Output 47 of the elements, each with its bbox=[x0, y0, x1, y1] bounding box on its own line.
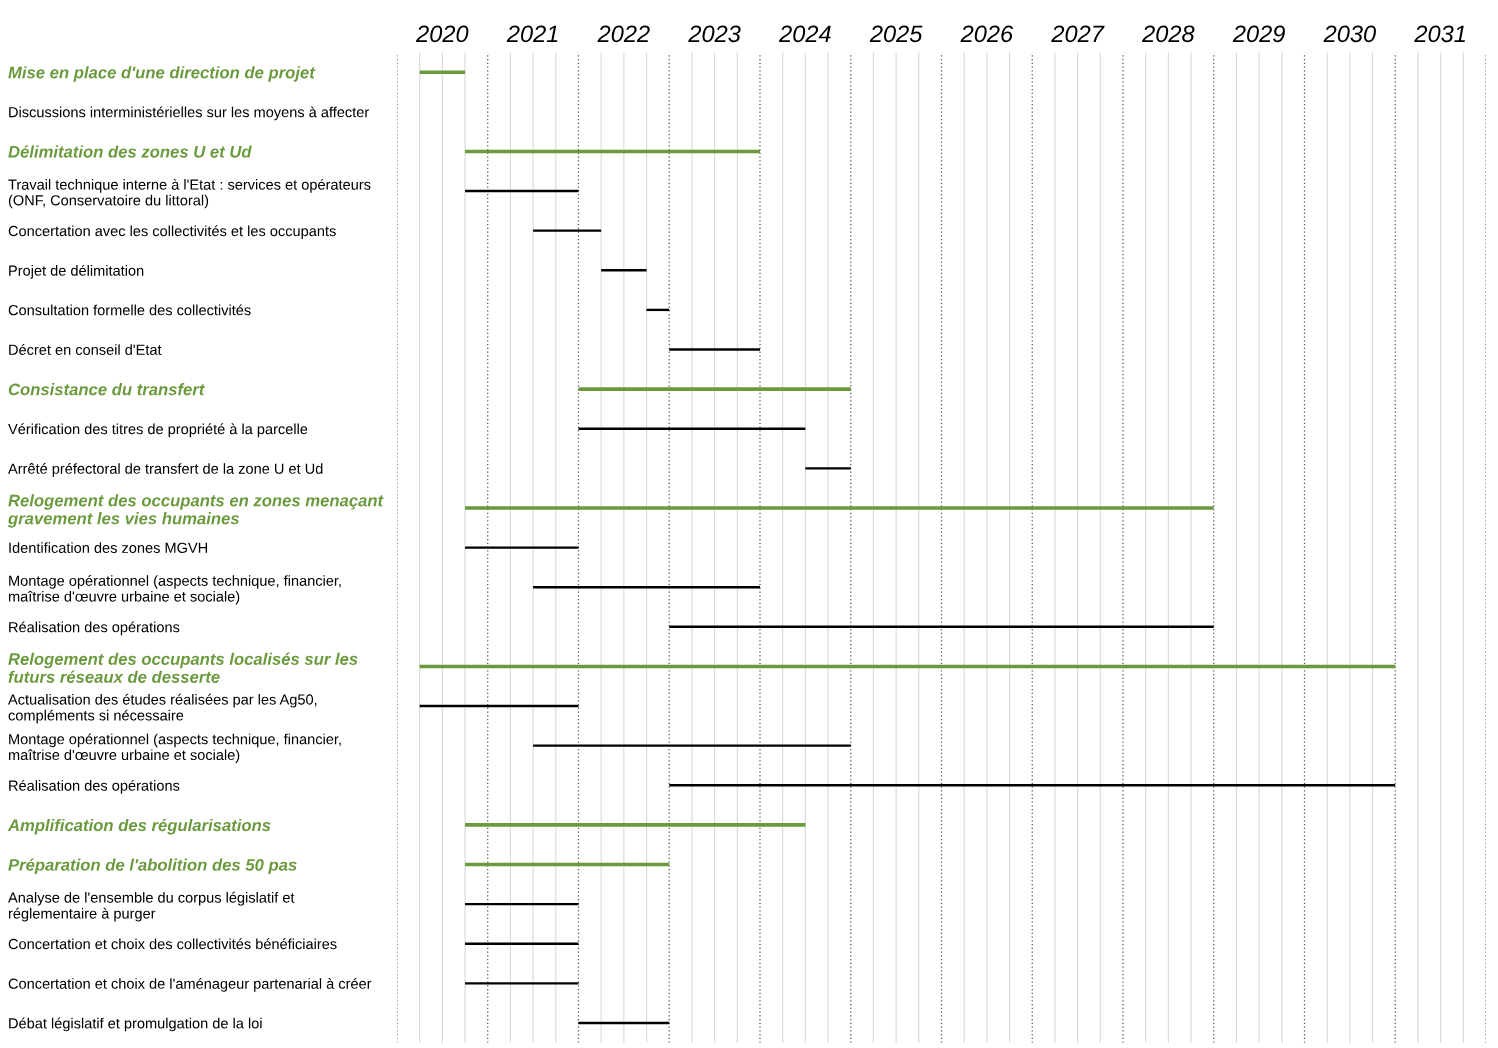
bar bbox=[465, 546, 579, 549]
x-tick-label: 2031 bbox=[1414, 25, 1465, 43]
y-tick-label: Réalisation des opérations bbox=[9, 621, 180, 636]
bar bbox=[533, 744, 851, 747]
y-tick-label: Concertation avec les collectivités et les occupants bbox=[8, 225, 336, 240]
y-tick-label: Montage opérationnel (aspects technique, financier, maîtrise d'œuvre urbaine et sociale) bbox=[8, 575, 341, 605]
y-tick-label: Vérification des titres de propriété à la parcelle bbox=[8, 423, 308, 438]
y-tick-label: Travail technique interne à l'Etat : services et opérateurs (ONF, Conservatoire du littoral) bbox=[8, 178, 371, 209]
bar bbox=[465, 982, 579, 985]
y-tick-label: Préparation de l'abolition des 50 pas bbox=[8, 858, 297, 875]
x-tick-label: 2026 bbox=[960, 25, 1014, 43]
y-tick-label: Projet de délimitation bbox=[9, 264, 144, 279]
bar bbox=[419, 70, 466, 74]
x-tick-label: 2029 bbox=[1232, 25, 1285, 43]
x-tick-label: 2024 bbox=[778, 25, 831, 43]
bar bbox=[465, 506, 1214, 510]
x-tick-label: 2025 bbox=[869, 25, 923, 43]
y-tick-label: Actualisation des études réalisées par les Ag50, compléments si nécessaire bbox=[8, 693, 317, 724]
bar bbox=[805, 467, 851, 470]
x-tick-label: 2021 bbox=[506, 25, 558, 43]
y-tick-label: Consistance du transfert bbox=[8, 383, 205, 396]
x-tick-label: 2027 bbox=[1051, 25, 1105, 43]
x-tick-label: 2030 bbox=[1323, 25, 1376, 43]
y-tick-label: Relogement des occupants localisés sur les futurs réseaux de desserte bbox=[8, 652, 358, 683]
bar bbox=[578, 387, 851, 391]
x-tick-label: 2028 bbox=[1141, 25, 1195, 43]
x-tick-label: 2020 bbox=[415, 25, 469, 43]
y-tick-label: Réalisation des opérations bbox=[9, 779, 180, 794]
y-tick-label: Arrêté préfectoral de transfert de la zone U et Ud bbox=[8, 462, 323, 477]
bar bbox=[465, 823, 806, 827]
y-tick-label: Consultation formelle des collectivités bbox=[8, 304, 251, 316]
y-tick-label: Discussions interministérielles sur les moyens à affecter bbox=[9, 106, 369, 121]
y-tick-label: Décret en conseil d'Etat bbox=[9, 344, 162, 355]
bar bbox=[533, 229, 602, 232]
y-tick-label: Identification des zones MGVH bbox=[9, 542, 208, 554]
y-tick-label: Concertation et choix des collectivités bénéficiaires bbox=[8, 938, 337, 950]
y-tick-label: Analyse de l'ensemble du corpus législatif et réglementaire à purger bbox=[8, 891, 295, 922]
x-tick-label: 2023 bbox=[688, 25, 741, 43]
bar bbox=[669, 348, 760, 351]
y-tick-label: Mise en place d'une direction de projet bbox=[8, 66, 316, 82]
y-tick-label: Concertation et choix de l'aménageur partenarial à créer bbox=[8, 977, 372, 992]
y-tick-label: Montage opérationnel (aspects technique, financier, maîtrise d'œuvre urbaine et sociale) bbox=[8, 733, 341, 763]
x-tick-label: 2022 bbox=[597, 25, 650, 43]
y-tick-label: Délimitation des zones U et Ud bbox=[8, 145, 252, 158]
y-tick-label: Relogement des occupants en zones menaçant gravement les vies humaines bbox=[7, 494, 384, 528]
y-tick-label: Débat législatif et promulgation de la loi bbox=[9, 1017, 262, 1032]
y-tick-label: Amplification des régularisations bbox=[7, 818, 271, 835]
